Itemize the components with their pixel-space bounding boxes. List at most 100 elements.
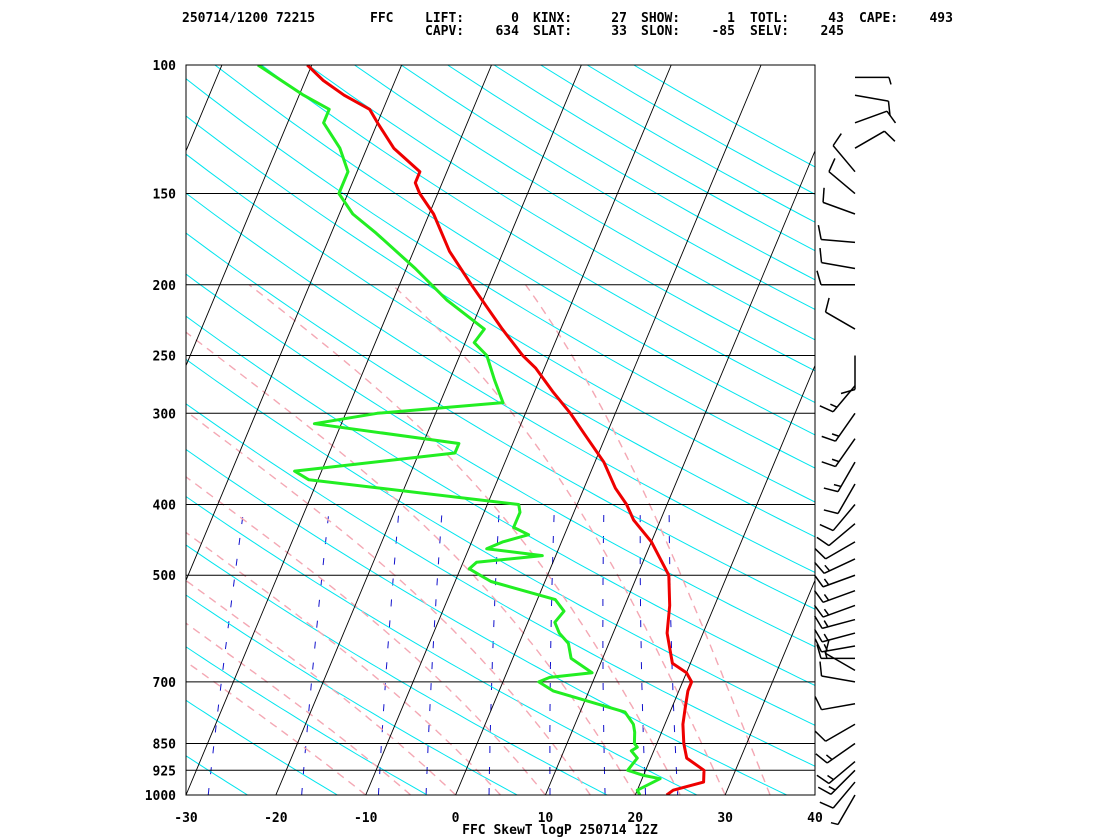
header: 250714/1200 72215 FFC LIFT: 0 KINX: 27 S… xyxy=(182,11,953,39)
pressure-tick-300: 300 xyxy=(153,407,177,422)
dry-adiabat-480 xyxy=(540,65,815,223)
temperature-tick-labels: -30 -20 -10 0 10 20 30 40 xyxy=(174,811,823,826)
wind-barb xyxy=(854,130,896,149)
pressure-tick-200: 200 xyxy=(153,279,177,294)
pressure-tick-700: 700 xyxy=(153,676,177,691)
dry-adiabat-450 xyxy=(400,65,815,311)
wind-barb xyxy=(817,769,856,795)
moist-adiabat-25 xyxy=(248,284,681,795)
isobars xyxy=(186,65,815,795)
mixing-ratio-16 xyxy=(639,504,647,795)
dry-adiabat-330 xyxy=(186,358,815,726)
dry-adiabat-370 xyxy=(186,192,815,574)
dewpoint-line xyxy=(257,65,662,795)
temp-tick--30: -30 xyxy=(174,811,198,826)
isotherm--50 xyxy=(186,65,313,367)
moist-adiabat--10 xyxy=(186,660,367,795)
isotherm-10 xyxy=(545,149,815,795)
header-lift: LIFT: 0 xyxy=(425,11,519,26)
dry-adiabat-390 xyxy=(186,115,815,503)
wind-barb xyxy=(819,661,856,683)
wind-barb xyxy=(828,158,856,195)
isotherm--40 xyxy=(186,65,403,582)
plot-border xyxy=(185,64,816,796)
wind-barb xyxy=(824,639,856,672)
wind-barb xyxy=(815,742,856,764)
dry-adiabat-430 xyxy=(307,65,815,372)
moist-adiabat-35 xyxy=(525,284,771,795)
mixing-ratio-1 xyxy=(301,504,331,795)
wind-barb xyxy=(816,270,855,286)
pressure-tick-500: 500 xyxy=(153,569,177,584)
wind-barb xyxy=(813,590,856,604)
header-cape: CAPE: 493 xyxy=(859,11,953,26)
header-kinx: KINX: 27 xyxy=(533,11,627,26)
pressure-tick-250: 250 xyxy=(153,349,177,364)
wind-barb xyxy=(816,523,856,547)
temp-tick-30: 30 xyxy=(717,811,733,826)
pressure-tick-925: 925 xyxy=(153,764,176,779)
wind-barb xyxy=(824,297,856,330)
wind-barb xyxy=(813,574,856,588)
pressure-tick-850: 850 xyxy=(153,737,177,752)
moist-adiabat-20 xyxy=(186,331,636,795)
plot-area xyxy=(0,65,815,795)
temp-tick-20: 20 xyxy=(627,811,643,826)
pressure-tick-1000: 1000 xyxy=(145,789,176,804)
header-show: SHOW: 1 xyxy=(641,11,735,26)
wind-barb xyxy=(814,558,856,575)
header-slon: SLON: -85 xyxy=(641,24,735,39)
wind-barb xyxy=(814,541,856,560)
dry-adiabat-310 xyxy=(186,448,787,795)
mixing-ratio-3 xyxy=(425,504,444,795)
header-slat: SLAT: 33 xyxy=(533,24,627,39)
isotherm--80 xyxy=(0,65,42,795)
dry-adiabat-250 xyxy=(186,755,248,795)
wind-barb xyxy=(819,385,856,413)
isotherms xyxy=(0,65,815,795)
wind-barb xyxy=(832,133,856,173)
sounding-series xyxy=(257,65,706,795)
temp-tick-40: 40 xyxy=(807,811,823,826)
header-totl: TOTL: 43 xyxy=(750,11,844,26)
mixing-ratio-12 xyxy=(602,504,606,795)
moist-adiabat--5 xyxy=(186,622,412,795)
wind-barb xyxy=(823,483,856,515)
pressure-tick-400: 400 xyxy=(153,499,177,514)
mixing-ratio-2 xyxy=(378,504,400,795)
dry-adiabat-290 xyxy=(186,544,608,795)
dry-adiabat-490 xyxy=(586,65,815,195)
wind-barb xyxy=(816,761,856,785)
moist-adiabat-10 xyxy=(186,476,546,795)
wind-barb xyxy=(823,461,856,493)
isotherm--10 xyxy=(365,65,672,795)
mixing-ratio-lines xyxy=(207,504,679,795)
wind-barb xyxy=(840,355,856,395)
moist-adiabats xyxy=(186,284,771,795)
wind-barb xyxy=(817,225,856,244)
wind-barb xyxy=(814,723,856,742)
isotherm--70 xyxy=(0,65,132,795)
wind-barb xyxy=(819,781,856,809)
dry-adiabat-280 xyxy=(186,594,518,795)
wind-barb xyxy=(854,110,897,124)
isotherm-0 xyxy=(455,65,762,795)
wind-barb xyxy=(855,76,892,85)
wind-barb xyxy=(814,638,856,653)
chart-title: FFC SkewT logP 250714 12Z xyxy=(462,823,658,838)
mixing-ratio-0.4 xyxy=(207,504,245,795)
moist-adiabat-0 xyxy=(186,579,457,795)
isotherm-30 xyxy=(724,579,815,795)
wind-barb xyxy=(819,504,856,532)
temp-tick-10: 10 xyxy=(538,811,554,826)
wind-barb xyxy=(813,604,856,618)
wind-barb xyxy=(816,644,855,660)
dry-adiabat-470 xyxy=(493,65,815,252)
wind-barb xyxy=(821,412,856,442)
temp-tick--20: -20 xyxy=(264,811,288,826)
wind-barb xyxy=(854,94,891,116)
temp-tick-0: 0 xyxy=(452,811,460,826)
dry-adiabat-460 xyxy=(447,65,815,281)
temperature-line xyxy=(306,65,706,795)
